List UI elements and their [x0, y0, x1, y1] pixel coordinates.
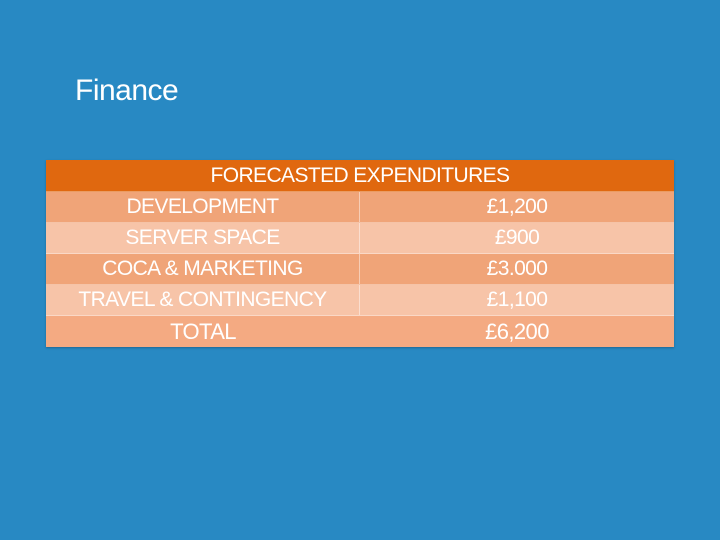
row-value: £900: [494, 226, 540, 249]
table-row: TRAVEL & CONTINGENCY £1,100: [46, 285, 674, 316]
row-label: SERVER SPACE: [46, 223, 360, 253]
slide-title: Finance: [75, 74, 179, 107]
table-row: COCA & MARKETING £3.000: [46, 254, 674, 285]
table-header-row: FORECASTED EXPENDITURES: [46, 160, 674, 192]
row-value: £1,200: [486, 195, 548, 218]
table-header: FORECASTED EXPENDITURES: [210, 163, 511, 187]
table-row: DEVELOPMENT £1,200: [46, 192, 674, 223]
row-label: TRAVEL & CONTINGENCY: [46, 285, 360, 315]
row-value: £3.000: [486, 257, 548, 280]
total-value: £6,200: [485, 318, 549, 344]
expenditures-table: FORECASTED EXPENDITURES DEVELOPMENT £1,2…: [46, 160, 674, 347]
row-label: COCA & MARKETING: [46, 254, 360, 284]
row-value: £1,100: [486, 288, 548, 311]
total-row: TOTAL £6,200: [46, 316, 674, 347]
total-label: TOTAL: [170, 318, 236, 344]
table-row: SERVER SPACE £900: [46, 223, 674, 254]
row-label: DEVELOPMENT: [46, 192, 360, 222]
